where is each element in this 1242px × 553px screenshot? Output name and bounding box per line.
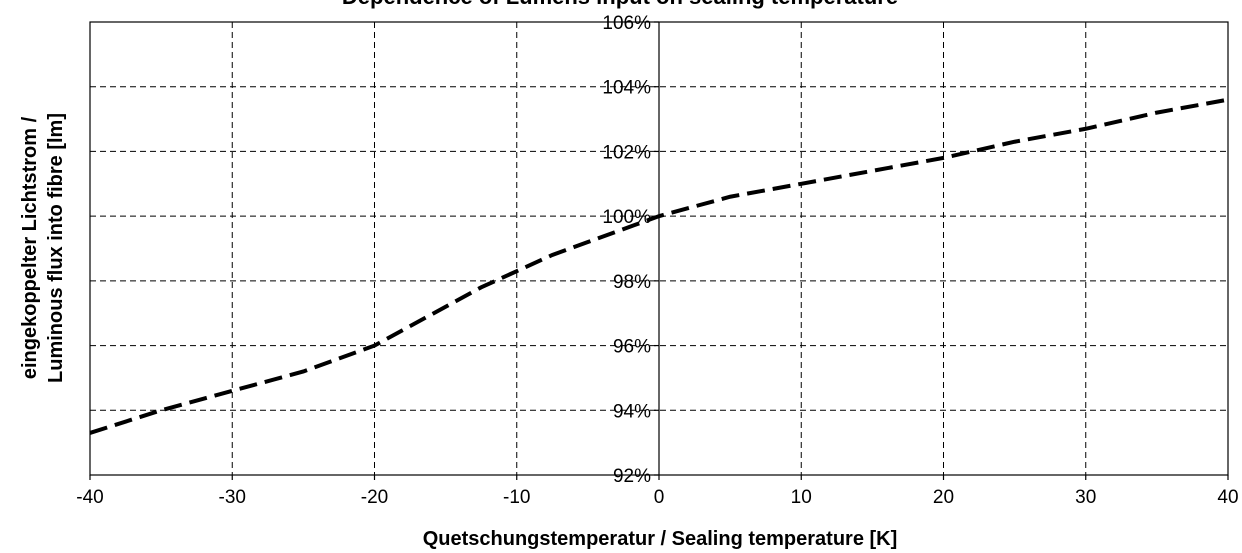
x-tick-label: 20: [933, 487, 954, 508]
x-tick-label: -20: [361, 487, 388, 508]
x-tick-label: 10: [791, 487, 812, 508]
x-axis-label: Quetschungstemperatur / Sealing temperat…: [423, 528, 898, 550]
x-tick-labels: -40 -30 -20 -10 0 10 20 30 40: [76, 487, 1238, 508]
y-tick-label: 102%: [602, 142, 651, 163]
x-tick-label: 40: [1217, 487, 1238, 508]
grid: [90, 22, 1228, 475]
x-tick-label: -10: [503, 487, 530, 508]
x-tick-label: -40: [76, 487, 103, 508]
x-tick-label: -30: [219, 487, 246, 508]
y-tick-label: 106%: [602, 13, 651, 34]
y-axis-label-line-1: eingekoppelter Lichtstrom /: [19, 116, 41, 379]
y-axis-label-line-2: Luminous flux into fibre [lm]: [45, 113, 67, 383]
y-tick-label: 94%: [613, 401, 651, 422]
y-tick-label: 100%: [602, 207, 651, 228]
y-axis-label: eingekoppelter Lichtstrom / Luminous flu…: [19, 113, 67, 383]
y-tick-label: 104%: [602, 78, 651, 99]
y-tick-label: 92%: [613, 466, 651, 487]
x-tick-label: 30: [1075, 487, 1096, 508]
y-tick-label: 96%: [613, 337, 651, 358]
y-tick-labels: 92% 94% 96% 98% 100% 102% 104% 106%: [602, 13, 651, 487]
axes: [89, 21, 1229, 480]
x-tick-label: 0: [654, 487, 665, 508]
y-tick-label: 98%: [613, 272, 651, 293]
chart-title: Dependence of Lumens input on sealing te…: [342, 0, 898, 9]
series-line: [89, 97, 1229, 435]
